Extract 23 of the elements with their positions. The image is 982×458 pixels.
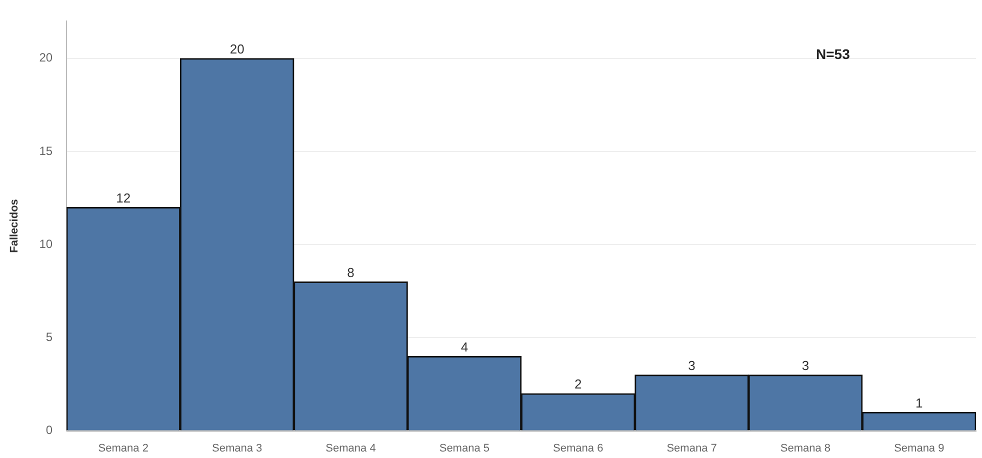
data-label: 3 — [802, 358, 810, 374]
data-label: 8 — [347, 264, 354, 280]
data-label: 20 — [230, 42, 244, 57]
x-tick-label: Semana 3 — [212, 442, 262, 454]
x-tick-label: Semana 8 — [780, 442, 831, 454]
data-label: 1 — [916, 395, 923, 410]
y-tick-label: 20 — [39, 50, 53, 65]
data-label: 3 — [688, 358, 696, 374]
x-tick-label: Semana 6 — [553, 442, 604, 454]
data-label: 2 — [574, 376, 582, 392]
x-tick-label: Semana 4 — [326, 442, 376, 454]
annotation: N=53 — [816, 46, 850, 62]
x-tick-label: Semana 2 — [98, 442, 148, 454]
y-tick-label: 15 — [39, 144, 53, 158]
data-label: 4 — [460, 339, 468, 354]
x-tick-label: Semana 9 — [894, 442, 944, 454]
data-label: 12 — [116, 190, 131, 206]
y-tick-label: 0 — [46, 423, 53, 438]
y-tick-label: 10 — [39, 236, 53, 251]
y-axis-title: Fallecidos — [8, 199, 21, 253]
x-tick-label: Semana 5 — [439, 442, 490, 454]
x-tick-label: Semana 7 — [666, 442, 717, 454]
y-tick-label: 5 — [46, 330, 53, 344]
